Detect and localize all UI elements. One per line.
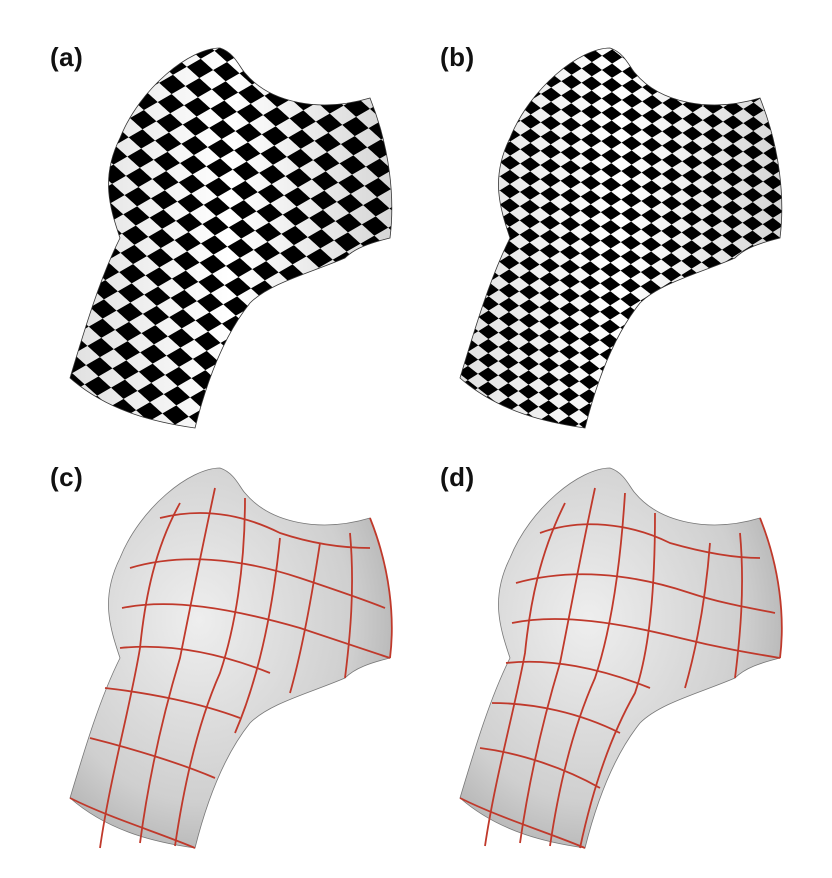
panel-label-c: (c)	[50, 462, 84, 492]
panel-label-a: (a)	[50, 42, 84, 72]
panel-label-b: (b)	[440, 42, 475, 72]
checkerboard-surface-a	[69, 47, 393, 429]
panel-d: (d)	[420, 448, 820, 878]
checkerboard-surface-b	[459, 47, 783, 429]
curve-network-surface-c	[69, 467, 393, 849]
panel-label-d: (d)	[440, 462, 475, 492]
panel-c: (c)	[30, 448, 430, 878]
panel-b: (b)	[420, 28, 820, 458]
curve-network-surface-d	[459, 467, 783, 849]
panel-a: (a)	[30, 28, 430, 458]
